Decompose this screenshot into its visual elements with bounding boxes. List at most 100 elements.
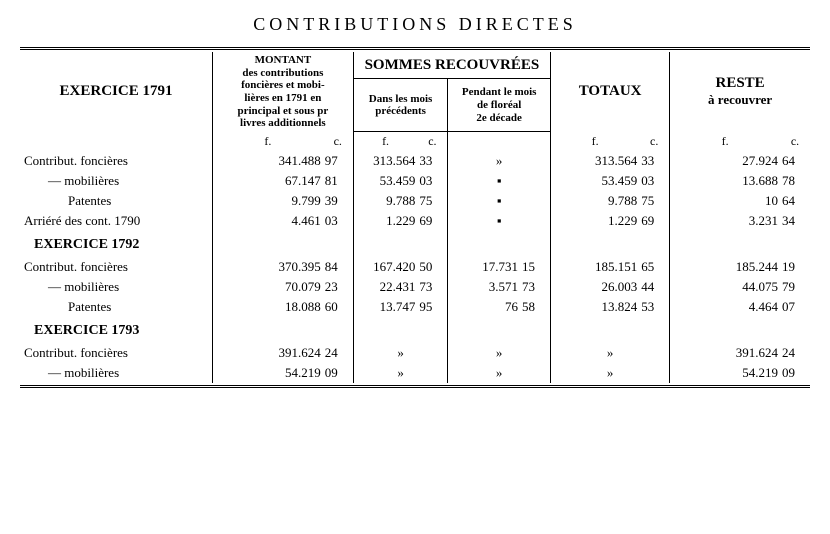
flor-mark: ▪: [448, 191, 551, 211]
table-row: Contribut. foncières391.62424»»»391.6242…: [20, 343, 810, 363]
tot-f: 13.824: [550, 297, 639, 317]
reste-c: 78: [780, 171, 810, 191]
prec-f: 313.564: [353, 151, 417, 171]
row-label: Patentes: [20, 191, 213, 211]
row-label: Patentes: [20, 297, 213, 317]
flor-mark: »: [448, 363, 551, 383]
montant-f: 18.088: [213, 297, 323, 317]
tot-c: 44: [639, 277, 670, 297]
flor-mark: ▪: [448, 171, 551, 191]
reste-c: 64: [780, 191, 810, 211]
reste-c: 64: [780, 151, 810, 171]
montant-c: 09: [323, 363, 354, 383]
flor-f: 17.731: [448, 257, 520, 277]
montant-c: 23: [323, 277, 354, 297]
prec-f: 22.431: [353, 277, 417, 297]
tot-f: 26.003: [550, 277, 639, 297]
reste-c: 07: [780, 297, 810, 317]
prec-f: 167.420: [353, 257, 417, 277]
tot-f: 9.788: [550, 191, 639, 211]
table-row: Contribut. foncières341.48897313.56433»3…: [20, 151, 810, 171]
unit-c: c.: [780, 132, 810, 152]
reste-f: 4.464: [670, 297, 780, 317]
prec-f: 9.788: [353, 191, 417, 211]
tot-mark: »: [550, 343, 669, 363]
prec-mark: »: [353, 363, 448, 383]
unit-f: f.: [213, 132, 323, 152]
section-header: EXERCICE 1792: [20, 231, 213, 257]
prec-f: 1.229: [353, 211, 417, 231]
flor-f: 76: [448, 297, 520, 317]
montant-c: 84: [323, 257, 354, 277]
montant-f: 370.395: [213, 257, 323, 277]
reste-f: 185.244: [670, 257, 780, 277]
tot-f: 1.229: [550, 211, 639, 231]
tot-f: 53.459: [550, 171, 639, 191]
flor-c: 58: [520, 297, 551, 317]
reste-c: 79: [780, 277, 810, 297]
flor-mark: »: [448, 151, 551, 171]
table-row: — mobilières70.0792322.431733.5717326.00…: [20, 277, 810, 297]
flor-mark: »: [448, 343, 551, 363]
col-sommes: SOMMES RECOUVRÉES: [353, 52, 550, 79]
col-montant: MONTANTdes contributionsfoncières et mob…: [213, 52, 354, 132]
reste-f: 10: [670, 191, 780, 211]
tot-c: 03: [639, 171, 670, 191]
prec-c: 69: [417, 211, 448, 231]
tot-mark: »: [550, 363, 669, 383]
reste-f: 27.924: [670, 151, 780, 171]
montant-c: 81: [323, 171, 354, 191]
reste-c: 34: [780, 211, 810, 231]
row-label: — mobilières: [20, 363, 213, 383]
tot-f: 185.151: [550, 257, 639, 277]
prec-c: 75: [417, 191, 448, 211]
flor-mark: ▪: [448, 211, 551, 231]
table-row: — mobilières67.1478153.45903▪53.4590313.…: [20, 171, 810, 191]
reste-f: 3.231: [670, 211, 780, 231]
montant-f: 9.799: [213, 191, 323, 211]
row-label: Arriéré des cont. 1790: [20, 211, 213, 231]
table-row: Patentes18.0886013.74795765813.824534.46…: [20, 297, 810, 317]
prec-c: 73: [417, 277, 448, 297]
montant-c: 97: [323, 151, 354, 171]
unit-c: c.: [323, 132, 354, 152]
tot-c: 53: [639, 297, 670, 317]
row-label: Contribut. foncières: [20, 343, 213, 363]
table-row: — mobilières54.21909»»»54.21909: [20, 363, 810, 383]
table-row: Patentes9.799399.78875▪9.788751064: [20, 191, 810, 211]
tot-c: 75: [639, 191, 670, 211]
prec-c: 50: [417, 257, 448, 277]
montant-f: 67.147: [213, 171, 323, 191]
reste-f: 54.219: [670, 363, 780, 383]
reste-c: 24: [780, 343, 810, 363]
montant-c: 60: [323, 297, 354, 317]
reste-f: 44.075: [670, 277, 780, 297]
prec-c: 95: [417, 297, 448, 317]
contributions-table: EXERCICE 1791 MONTANTdes contributionsfo…: [20, 47, 810, 388]
reste-c: 09: [780, 363, 810, 383]
flor-c: 15: [520, 257, 551, 277]
table-row: Arriéré des cont. 17904.461031.22969▪1.2…: [20, 211, 810, 231]
montant-f: 4.461: [213, 211, 323, 231]
montant-f: 54.219: [213, 363, 323, 383]
montant-f: 70.079: [213, 277, 323, 297]
row-label: — mobilières: [20, 277, 213, 297]
prec-c: 33: [417, 151, 448, 171]
montant-f: 391.624: [213, 343, 323, 363]
flor-c: 73: [520, 277, 551, 297]
montant-c: 39: [323, 191, 354, 211]
reste-sub: à recouvrer: [676, 92, 804, 108]
row-label: — mobilières: [20, 171, 213, 191]
montant-c: 03: [323, 211, 354, 231]
reste-f: 391.624: [670, 343, 780, 363]
unit-f: f.: [550, 132, 639, 152]
section-header: EXERCICE 1793: [20, 317, 213, 343]
flor-f: 3.571: [448, 277, 520, 297]
tot-c: 33: [639, 151, 670, 171]
tot-c: 69: [639, 211, 670, 231]
unit-c: c.: [417, 132, 448, 152]
row-label: Contribut. foncières: [20, 257, 213, 277]
col-sommes-prec: Dans les moisprécédents: [353, 79, 448, 132]
unit-f: f.: [353, 132, 417, 152]
reste-main: RESTE: [676, 75, 804, 92]
